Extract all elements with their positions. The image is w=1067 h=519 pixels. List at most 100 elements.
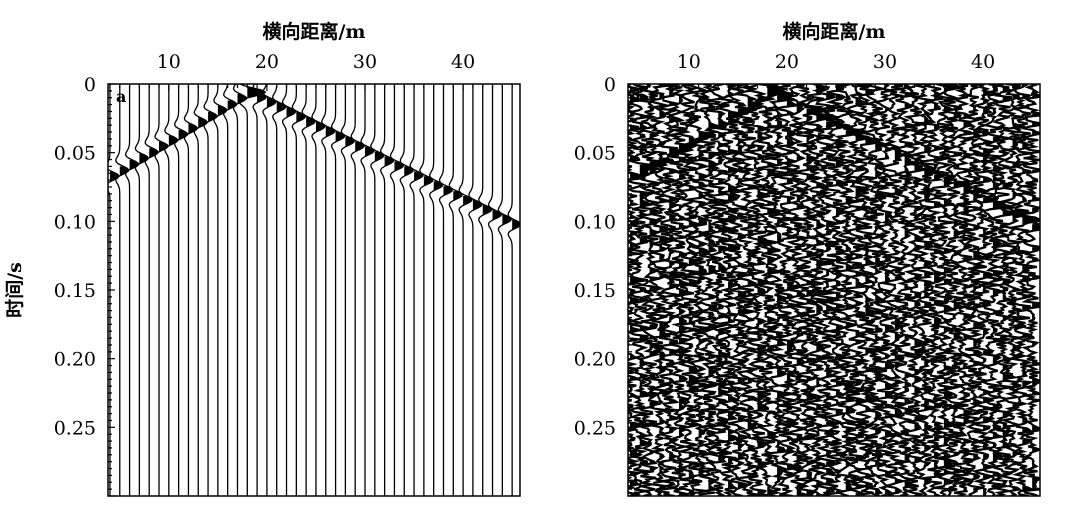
- trace-wiggle: [941, 84, 973, 496]
- x-tick-label: 20: [775, 51, 799, 73]
- seismic-trace: [497, 84, 513, 496]
- trace-wiggle: [399, 84, 414, 496]
- trace-wiggle: [154, 84, 169, 496]
- trace-fill: [178, 130, 188, 141]
- trace-wiggle: [360, 84, 375, 496]
- panel-b-letter: b: [635, 87, 646, 106]
- trace-wiggle: [380, 84, 395, 496]
- trace-wiggle: [879, 84, 908, 496]
- panel-a: 10 20 30 40 00.050.100.150.200.25 横向距离/m a …: [4, 20, 521, 497]
- trace-wiggle: [911, 84, 940, 496]
- seismic-trace: [879, 84, 908, 496]
- seismic-trace: [438, 84, 454, 496]
- trace-wiggle: [950, 84, 977, 496]
- trace-fill: [227, 100, 237, 111]
- trace-fill: [472, 199, 482, 211]
- trace-fill: [433, 181, 443, 192]
- seismic-trace: [409, 84, 424, 496]
- trace-wiggle: [448, 84, 463, 496]
- y-axis-title: 时间/s: [4, 262, 26, 318]
- trace-fill: [453, 191, 463, 202]
- trace-fill: [423, 176, 433, 187]
- trace-wiggle: [370, 84, 385, 496]
- trace-wiggle: [115, 84, 130, 496]
- y-tick-label: 0: [84, 74, 96, 96]
- panel-b-traces: [628, 84, 1040, 496]
- seismic-trace: [144, 84, 159, 496]
- trace-wiggle: [301, 84, 316, 496]
- seismic-trace: [468, 84, 483, 496]
- trace-wiggle: [144, 84, 159, 496]
- x-tick-label: 20: [255, 51, 279, 73]
- trace-wiggle: [852, 84, 881, 496]
- y-tick-label: 0.25: [54, 417, 96, 439]
- trace-fill: [669, 84, 687, 496]
- trace-wiggle: [1016, 84, 1040, 496]
- x-tick-label: 10: [677, 51, 701, 73]
- seismic-trace: [223, 84, 238, 496]
- trace-wiggle: [928, 84, 958, 496]
- trace-wiggle: [458, 84, 473, 496]
- trace-wiggle: [232, 84, 248, 496]
- y-tick-label: 0.20: [574, 349, 616, 371]
- seismic-trace: [232, 84, 248, 496]
- seismic-trace: [813, 84, 841, 496]
- x-tick-label: 10: [157, 51, 181, 73]
- trace-wiggle: [780, 84, 810, 496]
- trace-wiggle: [980, 84, 1007, 496]
- trace-wiggle: [262, 84, 277, 496]
- trace-fill: [463, 196, 473, 206]
- seismic-trace: [429, 84, 444, 496]
- trace-wiggle: [674, 84, 704, 496]
- trace-wiggle: [695, 84, 723, 496]
- trace-wiggle: [716, 84, 743, 496]
- trace-wiggle: [497, 84, 513, 496]
- seismic-trace: [154, 84, 169, 496]
- trace-wiggle: [871, 84, 898, 496]
- seismic-trace: [291, 84, 307, 496]
- trace-fill: [894, 85, 905, 495]
- trace-fill: [492, 209, 502, 221]
- trace-fill: [482, 204, 492, 216]
- seismic-trace: [832, 84, 862, 496]
- x-tick-label: 30: [873, 51, 897, 73]
- trace-fill: [885, 85, 896, 496]
- seismic-trace: [330, 84, 346, 496]
- trace-wiggle: [340, 84, 355, 496]
- trace-wiggle: [862, 84, 893, 496]
- trace-wiggle: [478, 84, 493, 496]
- seismic-trace: [174, 84, 189, 496]
- seismic-trace: [193, 84, 208, 496]
- seismic-trace: [134, 84, 150, 496]
- trace-fill: [728, 85, 743, 496]
- x-tick-label: 40: [451, 51, 475, 73]
- x-tick-label: 30: [353, 51, 377, 73]
- trace-wiggle: [311, 84, 326, 496]
- seismic-trace: [370, 84, 385, 496]
- y-tick-label: 0: [604, 74, 616, 96]
- panel-a-x-ticks: 10 20 30 40: [109, 51, 513, 91]
- trace-wiggle: [959, 84, 990, 496]
- trace-wiggle: [744, 84, 774, 496]
- panel-a-y-ticks: 0 0.05 0.10 0.15 0.20 0.25: [54, 74, 115, 497]
- trace-wiggle: [183, 84, 199, 496]
- y-tick-label: 0.05: [54, 143, 96, 165]
- seismic-trace: [340, 84, 355, 496]
- trace-wiggle: [124, 84, 140, 496]
- trace-wiggle: [821, 84, 851, 496]
- seismic-trace: [360, 84, 375, 496]
- trace-fill: [816, 85, 828, 496]
- trace-wiggle: [918, 84, 948, 496]
- seismic-trace: [419, 84, 434, 496]
- seismic-trace: [780, 84, 810, 496]
- seismic-trace: [301, 84, 316, 496]
- trace-wiggle: [763, 84, 793, 496]
- seismic-trace: [959, 84, 990, 496]
- trace-wiggle: [409, 84, 424, 496]
- trace-wiggle: [419, 84, 434, 496]
- trace-wiggle: [704, 84, 732, 496]
- seismic-trace: [918, 84, 948, 496]
- trace-wiggle: [792, 84, 822, 496]
- seismic-trace: [399, 84, 414, 496]
- seismic-trace: [928, 84, 958, 496]
